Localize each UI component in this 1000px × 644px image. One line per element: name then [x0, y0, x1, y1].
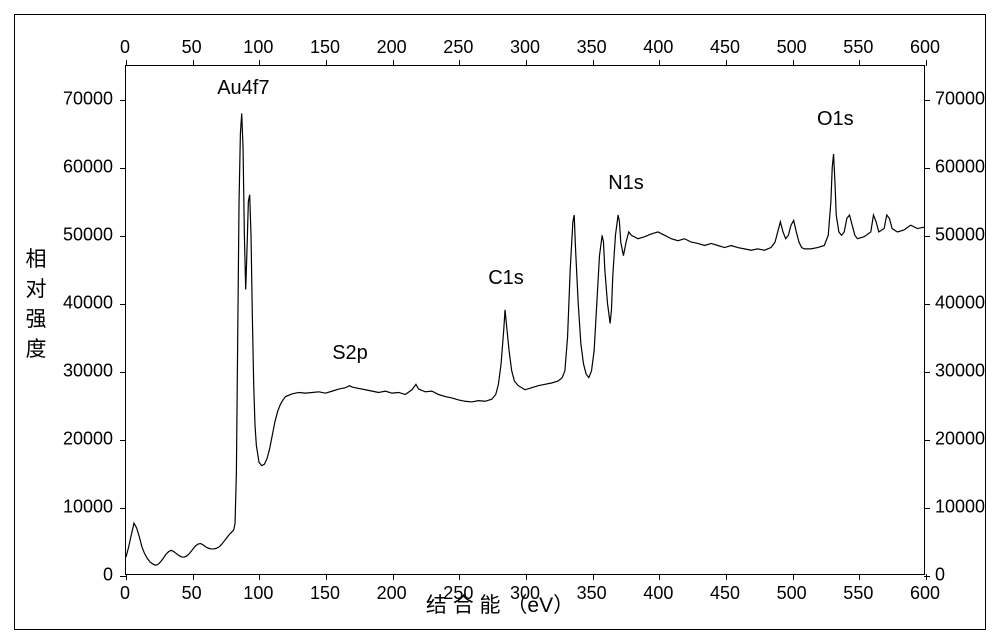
x-axis-label: 结 合 能 （eV）: [15, 589, 985, 619]
y-tick-label: 20000: [63, 429, 113, 450]
y-tick: [924, 168, 930, 169]
x-tick: [259, 60, 260, 66]
x-tick-label: 400: [643, 37, 673, 58]
x-tick-label: 500: [777, 583, 807, 604]
x-tick-label: 100: [243, 37, 273, 58]
x-tick-label: 0: [120, 37, 130, 58]
x-tick-label: 200: [377, 583, 407, 604]
y-tick-label: 10000: [935, 497, 985, 518]
x-tick: [259, 574, 260, 580]
x-tick-label: 150: [310, 37, 340, 58]
y-tick-label: 20000: [935, 429, 985, 450]
y-tick: [924, 508, 930, 509]
x-tick: [926, 574, 927, 580]
x-tick: [793, 60, 794, 66]
x-tick-label: 400: [643, 583, 673, 604]
x-tick: [459, 574, 460, 580]
y-tick-label: 0: [935, 565, 945, 586]
y-tick: [120, 100, 126, 101]
y-tick-label: 70000: [935, 89, 985, 110]
peak-label: S2p: [332, 342, 368, 365]
y-tick: [120, 372, 126, 373]
x-tick: [526, 574, 527, 580]
y-tick: [924, 236, 930, 237]
x-tick: [593, 60, 594, 66]
y-tick: [120, 168, 126, 169]
y-tick-label: 50000: [63, 225, 113, 246]
x-tick: [193, 60, 194, 66]
x-tick: [659, 574, 660, 580]
x-tick-label: 300: [510, 37, 540, 58]
x-tick: [793, 574, 794, 580]
x-tick-label: 50: [182, 583, 202, 604]
x-tick-label: 500: [777, 37, 807, 58]
peak-label: Au4f7: [217, 77, 269, 100]
x-tick: [726, 574, 727, 580]
x-tick: [726, 60, 727, 66]
x-tick-label: 450: [710, 37, 740, 58]
x-tick-label: 450: [710, 583, 740, 604]
x-tick: [393, 60, 394, 66]
x-tick: [326, 60, 327, 66]
y-tick-label: 30000: [935, 361, 985, 382]
chart-container: 相对强度 结 合 能 （eV） Au4f7S2pC1sN1sO1s 005050…: [14, 14, 986, 630]
x-tick: [393, 574, 394, 580]
y-tick: [120, 440, 126, 441]
x-tick-label: 350: [577, 37, 607, 58]
y-tick: [924, 576, 930, 577]
y-tick: [924, 440, 930, 441]
peak-label: N1s: [608, 172, 644, 195]
y-tick-label: 50000: [935, 225, 985, 246]
x-tick: [193, 574, 194, 580]
y-tick: [120, 304, 126, 305]
plot-area: Au4f7 S2p C1s N1s O1s: [125, 65, 925, 575]
y-tick-label: 10000: [63, 497, 113, 518]
y-tick: [120, 508, 126, 509]
x-tick-label: 600: [910, 583, 940, 604]
x-tick-label: 600: [910, 37, 940, 58]
x-tick: [326, 574, 327, 580]
x-tick-label: 100: [243, 583, 273, 604]
xps-spectrum-line: [126, 66, 924, 574]
x-tick-label: 200: [377, 37, 407, 58]
x-tick: [593, 574, 594, 580]
x-tick: [126, 574, 127, 580]
x-tick: [126, 60, 127, 66]
y-tick-label: 60000: [63, 157, 113, 178]
y-tick: [924, 304, 930, 305]
x-tick-label: 50: [182, 37, 202, 58]
y-tick: [924, 372, 930, 373]
x-tick-label: 350: [577, 583, 607, 604]
x-tick-label: 150: [310, 583, 340, 604]
y-tick-label: 30000: [63, 361, 113, 382]
x-tick-label: 250: [443, 583, 473, 604]
x-tick: [659, 60, 660, 66]
y-tick: [924, 100, 930, 101]
x-tick: [859, 574, 860, 580]
y-tick: [120, 236, 126, 237]
x-tick: [459, 60, 460, 66]
y-tick-label: 60000: [935, 157, 985, 178]
x-tick-label: 300: [510, 583, 540, 604]
y-tick-label: 0: [103, 565, 113, 586]
x-tick: [926, 60, 927, 66]
x-tick: [526, 60, 527, 66]
y-tick-label: 70000: [63, 89, 113, 110]
y-tick: [120, 576, 126, 577]
x-tick: [859, 60, 860, 66]
peak-label: C1s: [488, 267, 524, 290]
y-axis-label: 相对强度: [25, 245, 47, 365]
y-tick-label: 40000: [935, 293, 985, 314]
x-tick-label: 250: [443, 37, 473, 58]
peak-label: O1s: [817, 108, 854, 131]
x-tick-label: 550: [843, 583, 873, 604]
x-tick-label: 550: [843, 37, 873, 58]
x-tick-label: 0: [120, 583, 130, 604]
y-tick-label: 40000: [63, 293, 113, 314]
